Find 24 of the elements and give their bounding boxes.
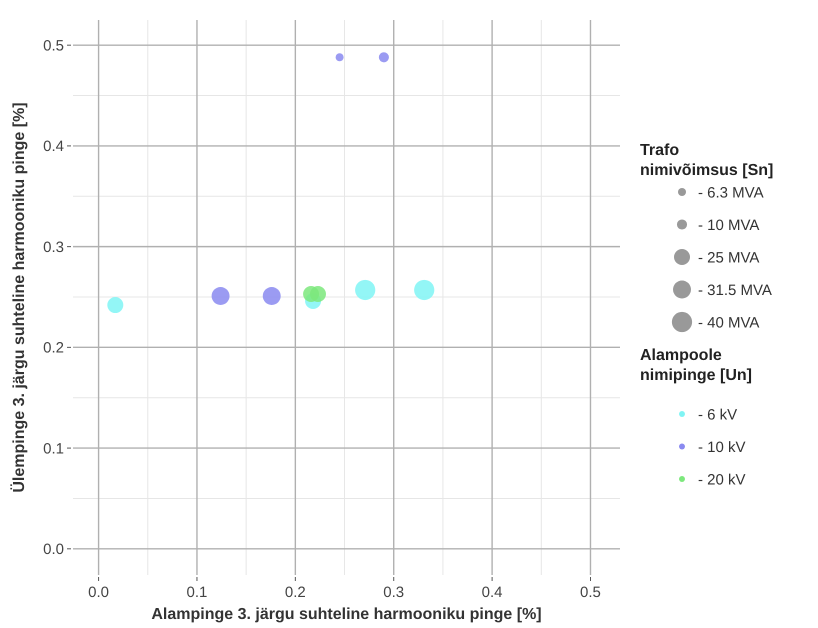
legend-label: - 6 kV [698,406,738,424]
x-tick-label: 0.0 [88,584,110,601]
text: Trafo nimivõimsus [Sn] [640,142,774,179]
y-tick-label: 0.2 [43,340,64,357]
y-tick-label: 0.3 [43,238,64,256]
x-axis-title: Alampinge 3. järgu suhteline harmooniku pinge [%] [151,606,542,623]
x-tick-label: 0.2 [284,584,306,601]
y-tick-label: 0.0 [43,541,64,558]
legend-label: - 31.5 MVA [698,282,772,299]
legend-title: Alampoole nimipinge [Un] [640,347,752,384]
legend-label: - 20 kV [698,471,746,488]
y-axis-title: Ülempinge 3. järgu suhteline harmooniku pinge [%] [10,102,28,493]
x-tick-label: 0.3 [383,584,404,601]
legend-label: - 6.3 MVA [698,184,764,202]
legend-label: - 10 MVA [698,216,760,234]
y-tick-label: 0.5 [43,37,64,54]
x-tick-label: 0.4 [482,584,503,601]
y-tick-label: 0.4 [43,138,64,156]
x-tick-label: 0.1 [186,584,208,601]
legend-label: - 40 MVA [698,314,760,332]
x-tick-label: 0.5 [580,584,601,601]
legend-label: - 10 kV [698,438,746,456]
y-tick-label: 0.1 [43,440,64,458]
legend-label: - 25 MVA [698,249,760,266]
